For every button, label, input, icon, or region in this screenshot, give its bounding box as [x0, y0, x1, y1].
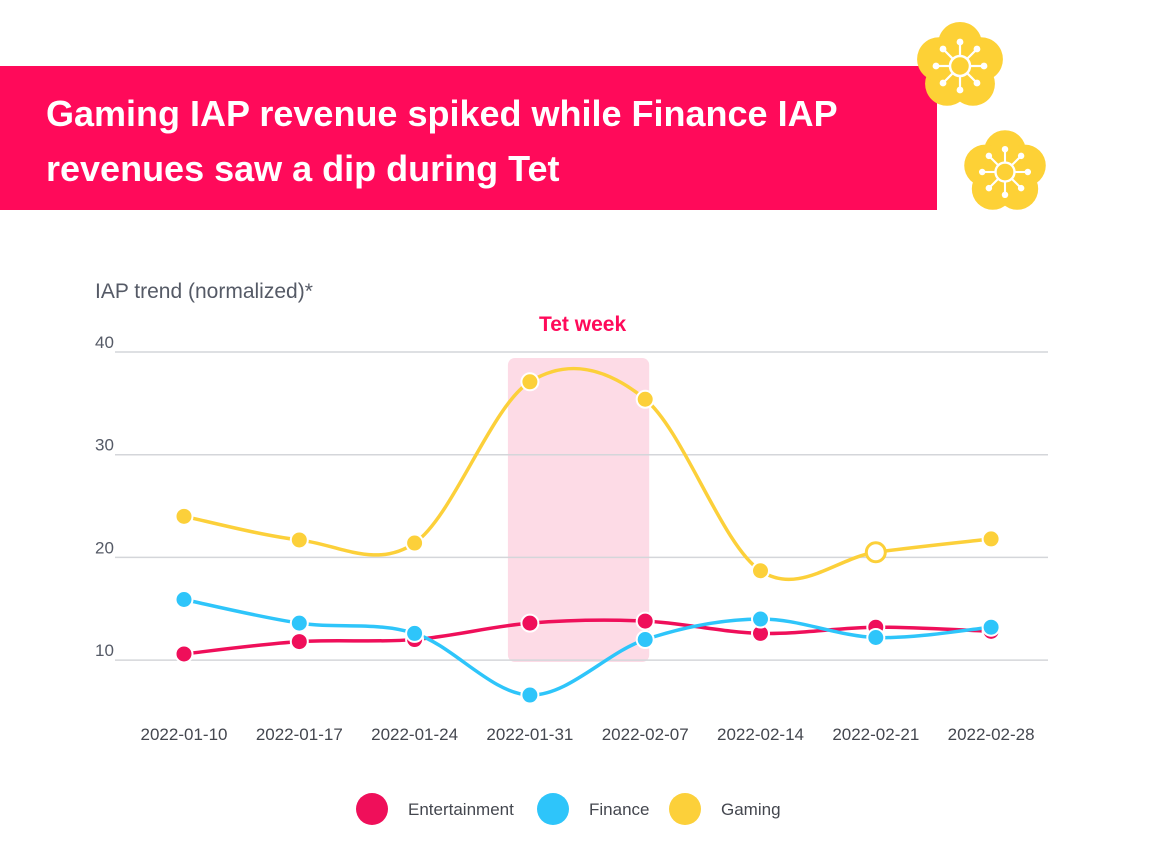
stamen-tip [1017, 152, 1025, 160]
x-tick-label: 2022-02-21 [832, 725, 919, 744]
data-point-gaming [981, 529, 1001, 549]
series-line-gaming [182, 366, 993, 582]
x-tick-label: 2022-01-31 [486, 725, 573, 744]
data-point-gaming [520, 372, 540, 392]
stamen-tip [985, 152, 993, 160]
data-point-gaming [864, 541, 887, 564]
x-tick-label: 2022-01-24 [371, 725, 458, 744]
y-tick-label: 30 [95, 436, 114, 455]
data-point-entertainment [635, 611, 655, 631]
legend-swatch-gaming [669, 793, 701, 825]
title-banner [0, 66, 937, 210]
legend-label: Finance [589, 800, 649, 819]
data-point-finance [751, 609, 770, 629]
legend-label: Gaming [721, 800, 781, 819]
data-point-finance [520, 685, 540, 705]
stamen-tip [956, 86, 964, 94]
stamen-tip [978, 168, 986, 176]
x-tick-label: 2022-02-28 [948, 725, 1035, 744]
series-line-finance [182, 597, 993, 697]
stamen-tip [956, 38, 964, 46]
stamen-tip [973, 45, 981, 53]
x-tick-label: 2022-02-14 [717, 725, 804, 744]
x-tick-label: 2022-01-17 [256, 725, 343, 744]
data-point-finance [174, 590, 194, 610]
tet-week-band [507, 358, 650, 662]
x-tick-label: 2022-02-07 [602, 725, 689, 744]
data-point-gaming [289, 530, 309, 550]
data-point-finance [981, 617, 1001, 637]
data-point-entertainment [289, 632, 309, 652]
apricot-blossom-icon [917, 22, 1003, 106]
legend-swatch-entertainment [356, 793, 388, 825]
y-tick-label: 10 [95, 641, 114, 660]
stamen-tip [939, 45, 947, 53]
data-point-entertainment [174, 644, 194, 664]
stamen-tip [985, 184, 993, 192]
y-tick-label: 40 [95, 333, 114, 352]
stamen-tip [973, 79, 981, 87]
stamen-tip [932, 62, 940, 70]
data-point-gaming [635, 389, 655, 409]
legend-label: Entertainment [408, 800, 514, 819]
series-line-entertainment [182, 618, 993, 656]
stamen-tip [1001, 191, 1009, 199]
data-point-gaming [751, 561, 770, 581]
stamen-tip [980, 62, 988, 70]
tet-week-label: Tet week [539, 313, 626, 336]
data-point-finance [289, 613, 309, 633]
stamen-tip [939, 79, 947, 87]
data-point-gaming [174, 506, 194, 526]
data-point-finance [866, 628, 886, 648]
x-tick-label: 2022-01-10 [141, 725, 228, 744]
data-point-entertainment [520, 613, 540, 633]
stamen-tip [1001, 145, 1009, 153]
stamen-tip [1024, 168, 1032, 176]
flower-decoration [917, 22, 1046, 210]
legend-swatch-finance [537, 793, 569, 825]
data-point-finance [405, 623, 425, 643]
chart-title: Gaming IAP revenue spiked while Finance … [46, 93, 837, 189]
y-axis-title: IAP trend (normalized)* [95, 280, 313, 303]
stamen-tip [1017, 184, 1025, 192]
data-point-gaming [405, 533, 425, 553]
data-point-finance [635, 630, 655, 650]
y-tick-label: 20 [95, 538, 114, 557]
apricot-blossom-icon [964, 130, 1046, 210]
